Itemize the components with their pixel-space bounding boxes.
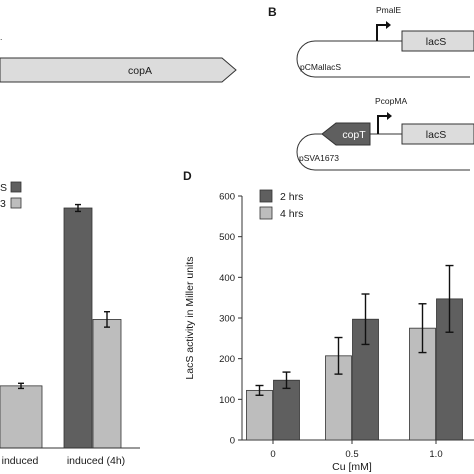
plasmid-label-1: pCMallacS — [300, 62, 341, 72]
chart-d-x-tick-label: 1.0 — [429, 449, 442, 460]
panel-a: . copA — [0, 32, 237, 83]
chart-d-y-tick-label: 300 — [219, 314, 235, 325]
copt-gene-label: copT — [342, 129, 366, 141]
legend-label-2hrs: 2 hrs — [280, 191, 303, 203]
plasmid-backbone-1 — [296, 40, 470, 78]
lacs-gene-label-2: lacS — [426, 129, 446, 141]
panel-d-label: D — [183, 169, 192, 183]
copa-gene-label: copA — [128, 65, 152, 77]
legend-label-c-1: S — [0, 182, 7, 194]
chart-d-y-axis-title: LacS activity in Miller units — [184, 256, 196, 379]
chart-d-marks — [246, 264, 463, 441]
chart-d-x-tick-label: 0 — [270, 449, 275, 460]
promoter-label-2: PcopMA — [375, 96, 407, 106]
chart-d-y-tick-label: 600 — [219, 192, 235, 203]
chart-d-y-tick-label: 400 — [219, 273, 235, 284]
copa-gene-arrow — [0, 57, 237, 83]
chart-d-y-tick-label: 100 — [219, 395, 235, 406]
chart-c-marks — [0, 203, 122, 449]
panel-d: D LacS activity in Miller units 0 100 200 3… — [183, 169, 474, 473]
legend-swatch-c-light — [10, 197, 22, 209]
lacs-gene-box-1 — [401, 30, 474, 52]
legend-label-4hrs: 4 hrs — [280, 208, 303, 220]
legend-swatch-2hrs — [259, 189, 273, 203]
chart-c-category-2: induced (4h) — [67, 455, 125, 467]
plasmid-label-2: pSVA1673 — [299, 153, 339, 163]
chart-d-x-axis-title: Cu [mM] — [332, 461, 372, 473]
lacs-gene-box-2 — [401, 123, 474, 145]
chart-c-bar — [0, 385, 43, 449]
legend-swatch-c-dark — [10, 181, 22, 193]
lacs-gene-label-1: lacS — [426, 36, 446, 48]
copt-gene-arrow — [321, 122, 371, 146]
promoter-label-1: PmalE — [376, 5, 401, 15]
panel-a-fragment: . — [0, 32, 2, 42]
chart-d-ticks: 0 100 200 300 400 500 600 0 0.5 1.0 — [219, 192, 442, 461]
legend-swatch-4hrs — [259, 206, 273, 220]
chart-c-category-1: induced — [2, 455, 39, 467]
legend-label-c-2: 3 — [0, 198, 6, 210]
chart-d-x-tick-label: 0.5 — [345, 449, 358, 460]
panel-b: B PmalE lacS pCMallacS copT PcopMA lacS … — [268, 5, 474, 171]
panel-b-label: B — [268, 5, 277, 19]
chart-d-y-tick-label: 500 — [219, 232, 235, 243]
chart-c-bar — [63, 207, 93, 449]
chart-d-bar — [246, 389, 273, 441]
chart-c-bar — [92, 319, 122, 449]
chart-d-y-tick-label: 0 — [230, 436, 235, 447]
plasmid-backbone-2 — [296, 133, 470, 171]
panel-c: S 3 induced induced (4h) — [0, 181, 140, 467]
promoter-arrow-2-icon — [378, 112, 392, 120]
chart-d-bar — [273, 379, 300, 441]
chart-d-y-tick-label: 200 — [219, 354, 235, 365]
promoter-arrow-1-icon — [377, 21, 391, 29]
